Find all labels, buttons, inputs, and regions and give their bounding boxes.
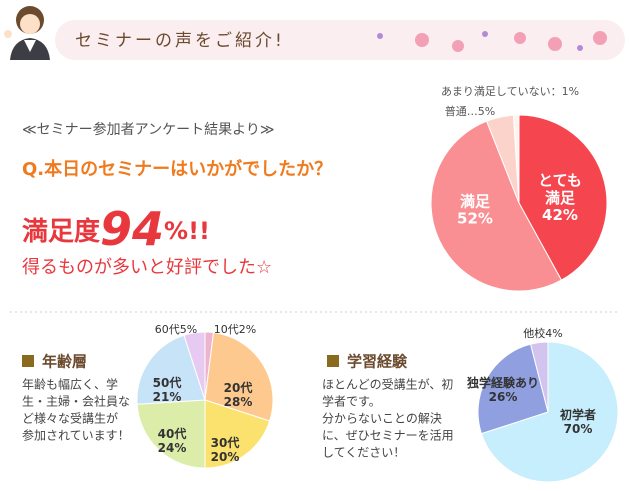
slice-category-line: 満足	[545, 188, 576, 206]
section-title: 年齢層	[42, 353, 87, 371]
slice-value: 20%	[211, 449, 240, 463]
satisfaction-suffix: %!!	[164, 217, 210, 245]
slice-category: 60代	[155, 323, 180, 336]
slice-label: 30代 20%	[211, 435, 240, 464]
body-text: ほとんどの受講生が、初	[322, 377, 453, 392]
slice-value: ：1%	[551, 85, 579, 98]
slice-category: あまり満足していない	[441, 85, 551, 98]
slice-category: 40代	[158, 426, 187, 441]
pie-slice	[430, 120, 563, 292]
body-text: 分からないことの解決	[322, 412, 442, 426]
slice-label: 50代 21%	[153, 375, 182, 404]
pie-slice	[529, 341, 549, 413]
slice-category: 独学経験あり	[466, 375, 539, 390]
slice-value: 24%	[158, 440, 187, 454]
section-title: 学習経験	[347, 353, 408, 371]
pie-slice	[480, 341, 619, 483]
question: Q.本日のセミナーはいかがでしたか？	[22, 158, 332, 180]
slice-value: …5%	[467, 105, 495, 118]
slice-label: 満足 52%	[457, 192, 493, 227]
slice-category: 他校	[523, 326, 545, 340]
bullet	[22, 355, 34, 367]
slice-label: 10代2%	[214, 323, 256, 336]
comment: 得るものが多いと好評でした☆	[22, 257, 272, 278]
slice-category: 50代	[153, 375, 182, 390]
slice-category: とても満足	[538, 171, 582, 206]
slice-value: 21%	[153, 389, 182, 403]
pie-slice	[204, 331, 274, 422]
slice-label: 独学経験あり 26%	[466, 375, 539, 404]
body-text: してください！	[322, 446, 405, 460]
body-text: 参加されています！	[22, 428, 130, 443]
slice-value: 70%	[564, 421, 593, 435]
pie-slice	[477, 343, 549, 435]
slice-label: とても満足 42%	[538, 171, 582, 224]
slice-label: 60代5%	[155, 323, 197, 336]
slice-label: 20代 28%	[224, 380, 253, 409]
slice-value: 42%	[542, 206, 578, 224]
satisfaction: 満足度94%!!	[22, 202, 210, 256]
slice-value: 52%	[457, 209, 493, 227]
slice-label: 普通…5%	[445, 104, 495, 118]
pie-slice	[136, 334, 206, 405]
slice-value: 4%	[545, 327, 562, 340]
slice-value: 5%	[180, 323, 197, 336]
body-text: 学者です。	[322, 394, 381, 409]
slice-category-line: とても	[538, 171, 582, 189]
slice-value: 2%	[239, 323, 256, 336]
avatar	[4, 6, 50, 60]
slice-category: 普通	[445, 104, 467, 118]
pie-slice	[512, 114, 520, 204]
slice-category: 10代	[214, 323, 239, 336]
body-text: 生・主婦・会社員な	[22, 394, 130, 409]
slice-value: 28%	[224, 394, 253, 408]
header-title: セミナーの声をご紹介!	[75, 31, 285, 51]
slice-category: 30代	[211, 435, 240, 450]
bullet	[327, 355, 339, 367]
satisfaction-value: 94	[100, 202, 164, 256]
source: ≪セミナー参加者アンケート結果より≫	[22, 121, 274, 138]
slice-label: 初学者 70%	[560, 407, 596, 436]
pie-slice	[183, 331, 206, 401]
slice-label: 40代 24%	[158, 426, 187, 455]
pie-slice	[204, 399, 271, 469]
flowers	[377, 31, 607, 52]
satisfaction-label: 満足度	[22, 216, 100, 247]
header-band	[55, 20, 625, 60]
slice-label: 他校4%	[523, 326, 562, 340]
body-text: ど様々な受講生が	[22, 411, 118, 426]
body-text: に、ぜひセミナーを活用	[322, 429, 454, 443]
slice-category: 初学者	[560, 407, 596, 422]
pie-slice	[518, 114, 608, 281]
slice-category: 満足	[460, 192, 491, 210]
slice-label: あまり満足していない：1%	[441, 85, 579, 98]
slice-value: 26%	[489, 389, 518, 403]
pie-slice	[136, 399, 206, 469]
body-text: 年齢も幅広く、学	[22, 377, 118, 392]
slice-category: 20代	[224, 380, 253, 395]
